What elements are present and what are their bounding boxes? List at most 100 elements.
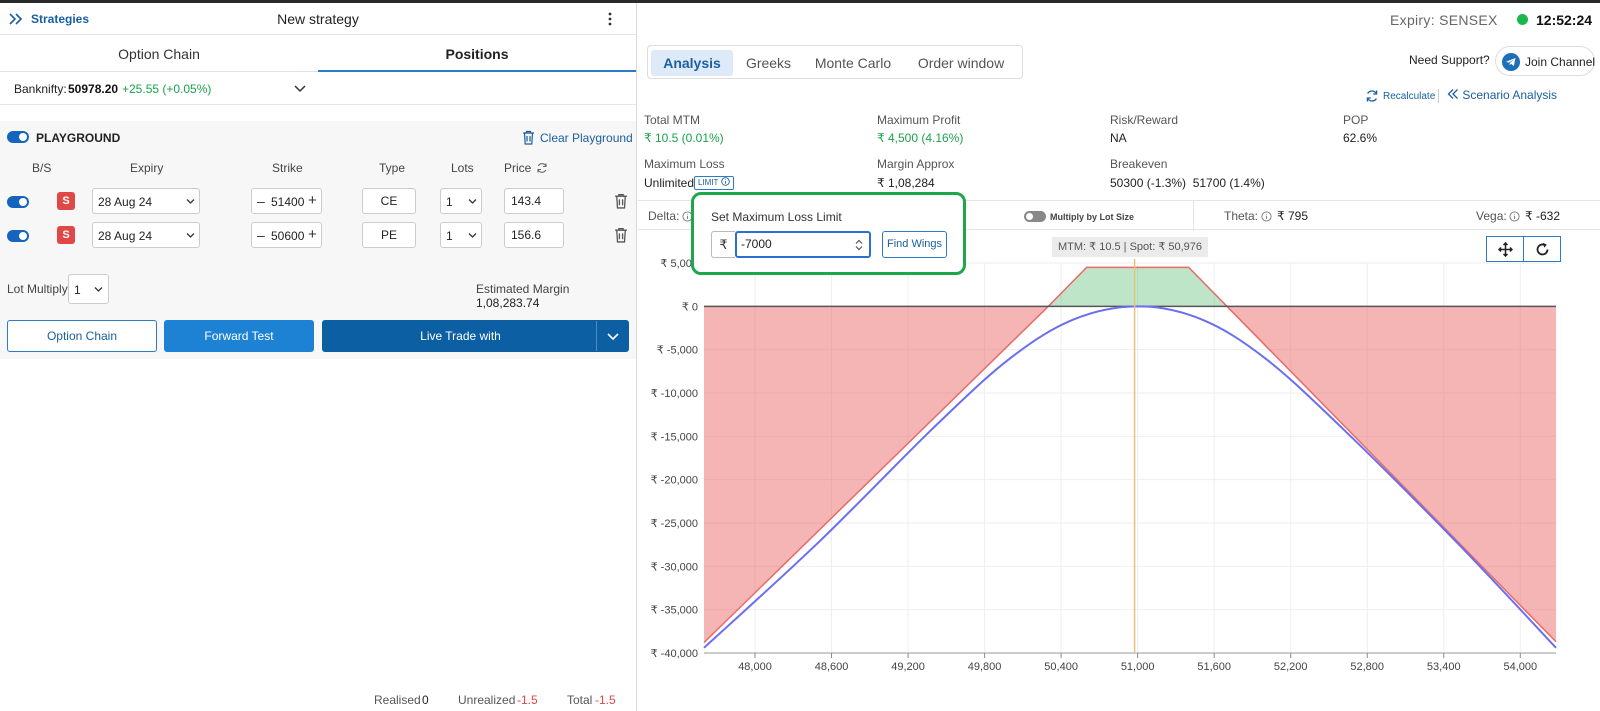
- minus-icon[interactable]: –: [257, 193, 265, 209]
- x-tick-label: 52,200: [1274, 661, 1308, 673]
- position-toggle[interactable]: [7, 230, 29, 242]
- max-loss-input[interactable]: -7000: [735, 231, 871, 258]
- playground-label: PLAYGROUND: [36, 131, 121, 145]
- x-tick-label: 48,600: [815, 661, 849, 673]
- delete-icon[interactable]: [614, 193, 628, 209]
- x-tick-label: 53,400: [1427, 661, 1461, 673]
- x-tick-label: 54,000: [1503, 661, 1537, 673]
- kebab-menu-icon[interactable]: [602, 10, 618, 28]
- popup-title: Set Maximum Loss Limit: [711, 210, 842, 224]
- unrealized-label: Unrealized: [458, 693, 516, 707]
- lots-value: 1: [446, 195, 453, 209]
- column-type: Type: [379, 161, 406, 175]
- strike-stepper[interactable]: – 51400 +: [251, 188, 322, 214]
- lots-select[interactable]: 1: [440, 188, 482, 214]
- position-toggle[interactable]: [7, 196, 29, 208]
- tab-positions[interactable]: Positions: [318, 36, 636, 72]
- type-field[interactable]: CE: [362, 188, 416, 214]
- minus-icon[interactable]: –: [257, 227, 265, 243]
- price-input[interactable]: 156.6: [504, 222, 564, 248]
- playground-toggle[interactable]: [7, 131, 29, 143]
- total-mtm-value: ₹ 10.5 (0.01%): [644, 131, 724, 145]
- double-chevron-left-icon: [1447, 89, 1458, 99]
- join-channel-label: Join Channel: [1525, 55, 1596, 69]
- lot-size-toggle[interactable]: [1024, 211, 1046, 222]
- max-loss-label: Maximum Loss: [644, 157, 725, 171]
- move-icon: [1498, 242, 1513, 257]
- total-mtm-label: Total MTM: [644, 113, 701, 127]
- tab-order-window[interactable]: Order window: [917, 55, 1005, 71]
- lot-size-label: Multiply by Lot Size: [1050, 212, 1135, 222]
- find-wings-button[interactable]: Find Wings: [882, 231, 947, 258]
- side-badge[interactable]: S: [57, 192, 75, 210]
- chevron-down-icon: [186, 233, 195, 238]
- strategies-link[interactable]: Strategies: [31, 12, 90, 26]
- info-icon[interactable]: [1261, 211, 1272, 222]
- tab-monte-carlo[interactable]: Monte Carlo: [814, 55, 892, 71]
- lot-multiply-select[interactable]: 1: [68, 274, 109, 304]
- banknifty-selector[interactable]: Banknifty: 50978.20 +25.55 (+0.05%): [0, 73, 636, 105]
- plus-icon[interactable]: +: [308, 192, 317, 209]
- strategy-header: Strategies New strategy: [0, 3, 636, 35]
- chevron-down-icon[interactable]: [294, 84, 306, 94]
- strategy-panel: Strategies New strategy Option Chain Pos…: [0, 3, 637, 711]
- x-tick-label: 49,200: [891, 661, 925, 673]
- type-field[interactable]: PE: [362, 222, 416, 248]
- live-trade-button[interactable]: Live Trade with: [322, 320, 629, 352]
- position-row: S 28 Aug 24 – 50600 + PE 1 156.6: [0, 222, 636, 250]
- reset-zoom-button[interactable]: [1523, 236, 1561, 262]
- divider: [1193, 201, 1194, 231]
- pan-button[interactable]: [1486, 236, 1524, 262]
- expiry-select[interactable]: 28 Aug 24: [92, 188, 200, 214]
- y-tick-label: ₹ -25,000: [651, 518, 698, 530]
- currency-prefix: ₹: [711, 231, 735, 258]
- expiry-indicator: Expiry: SENSEX: [1390, 12, 1498, 28]
- column-expiry: Expiry: [130, 161, 164, 175]
- limit-button[interactable]: LIMIT: [694, 176, 734, 190]
- x-tick-label: 50,400: [1044, 661, 1078, 673]
- join-channel-button[interactable]: Join Channel: [1495, 46, 1595, 76]
- y-tick-label: ₹ 0: [682, 301, 698, 313]
- y-tick-label: ₹ 5,000: [660, 258, 698, 270]
- tab-greeks[interactable]: Greeks: [745, 55, 792, 71]
- rotate-icon: [1536, 242, 1549, 256]
- info-icon[interactable]: [1509, 211, 1520, 222]
- option-chain-button[interactable]: Option Chain: [7, 320, 157, 352]
- live-trade-dropdown[interactable]: [596, 321, 628, 351]
- price-input[interactable]: 143.4: [504, 188, 564, 214]
- chevron-down-icon: [607, 333, 619, 341]
- double-chevron-right-icon[interactable]: [8, 11, 24, 27]
- chevron-down-icon: [468, 199, 477, 204]
- live-status-dot: [1517, 14, 1528, 25]
- margin-label: Margin Approx: [877, 157, 955, 171]
- expiry-value: 28 Aug 24: [98, 195, 153, 209]
- lots-value: 1: [446, 229, 453, 243]
- y-tick-label: ₹ -5,000: [657, 345, 698, 357]
- x-tick-label: 48,000: [738, 661, 772, 673]
- payoff-chart[interactable]: ₹ 5,000 ₹ 0 ₹ -5,000 ₹ -10,000 ₹ -15,000 ₹ -2…: [638, 231, 1600, 711]
- clear-playground-button[interactable]: Clear Playground: [522, 130, 633, 146]
- forward-test-button[interactable]: Forward Test: [164, 320, 314, 352]
- plus-icon[interactable]: +: [308, 226, 317, 243]
- expiry-value: SENSEX: [1439, 12, 1498, 28]
- realised-label: Realised: [374, 693, 421, 707]
- scenario-analysis-label: Scenario Analysis: [1462, 88, 1558, 102]
- x-tick-label: 51,600: [1197, 661, 1231, 673]
- need-support-label: Need Support?: [1409, 53, 1490, 67]
- lots-select[interactable]: 1: [440, 222, 482, 248]
- strike-stepper[interactable]: – 50600 +: [251, 222, 322, 248]
- tab-option-chain[interactable]: Option Chain: [118, 46, 200, 62]
- column-lots: Lots: [451, 161, 474, 175]
- expiry-select[interactable]: 28 Aug 24: [92, 222, 200, 248]
- chevron-down-icon: [94, 287, 103, 292]
- scenario-analysis-link[interactable]: Scenario Analysis: [1447, 88, 1557, 102]
- tab-analysis[interactable]: Analysis: [651, 50, 733, 76]
- spinner-icon[interactable]: [854, 239, 864, 251]
- refresh-icon[interactable]: [536, 162, 548, 174]
- side-badge[interactable]: S: [57, 226, 75, 244]
- delete-icon[interactable]: [614, 227, 628, 243]
- banknifty-value: 50978.20: [68, 82, 119, 96]
- strategy-title: New strategy: [277, 11, 359, 27]
- max-profit-label: Maximum Profit: [877, 113, 961, 127]
- x-tick-label: 49,800: [968, 661, 1002, 673]
